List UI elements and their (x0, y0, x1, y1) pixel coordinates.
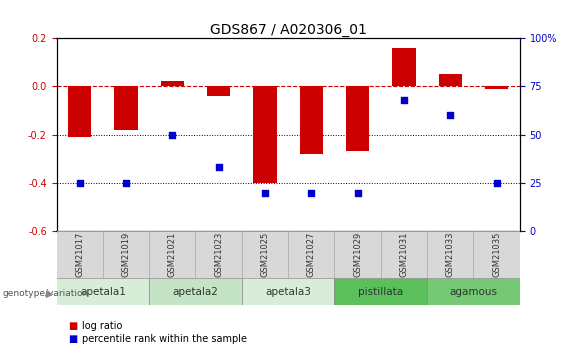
Bar (207, 86, 231, 96)
Text: GSM21027: GSM21027 (307, 232, 316, 277)
Bar (56, 278, 149, 305)
Point (75, 180, 84, 186)
Point (492, 180, 501, 186)
Point (353, 190, 362, 195)
Point (260, 190, 270, 195)
Bar (473, 231, 520, 278)
Text: GSM21023: GSM21023 (214, 232, 223, 277)
Bar (149, 231, 195, 278)
Bar (392, 48, 415, 86)
Text: GSM21025: GSM21025 (260, 232, 270, 277)
Title: GDS867 / A020306_01: GDS867 / A020306_01 (210, 23, 367, 37)
Bar (161, 81, 184, 86)
Text: GSM21029: GSM21029 (353, 232, 362, 277)
Text: GSM21017: GSM21017 (75, 232, 84, 277)
Bar (56, 231, 103, 278)
Text: GSM21033: GSM21033 (446, 232, 455, 277)
Point (168, 132, 177, 137)
Text: apetala1: apetala1 (80, 287, 126, 296)
Text: GSM21031: GSM21031 (399, 232, 408, 277)
Bar (334, 231, 381, 278)
Text: apetala2: apetala2 (172, 287, 219, 296)
Text: GSM21019: GSM21019 (121, 232, 131, 277)
Bar (288, 231, 334, 278)
Bar (103, 231, 149, 278)
Text: pistillata: pistillata (358, 287, 403, 296)
Text: percentile rank within the sample: percentile rank within the sample (82, 334, 247, 344)
Text: ■: ■ (68, 334, 77, 344)
Text: ■: ■ (68, 321, 77, 331)
Bar (334, 278, 427, 305)
Text: genotype/variation: genotype/variation (3, 289, 89, 298)
Point (446, 112, 455, 118)
Bar (195, 231, 242, 278)
Bar (114, 86, 137, 130)
Bar (438, 74, 462, 86)
Text: ▶: ▶ (46, 289, 54, 299)
Bar (253, 86, 277, 183)
Text: log ratio: log ratio (82, 321, 122, 331)
Text: agamous: agamous (450, 287, 497, 296)
Bar (485, 86, 508, 89)
Bar (346, 86, 370, 151)
Text: GSM21035: GSM21035 (492, 232, 501, 277)
Point (121, 180, 131, 186)
Text: apetala3: apetala3 (265, 287, 311, 296)
Point (399, 97, 408, 102)
Point (307, 190, 316, 195)
Bar (381, 231, 427, 278)
Bar (427, 278, 520, 305)
Bar (427, 231, 473, 278)
Bar (242, 231, 288, 278)
Bar (149, 278, 242, 305)
Bar (68, 86, 92, 137)
Bar (299, 86, 323, 154)
Bar (242, 278, 334, 305)
Point (214, 165, 223, 170)
Text: GSM21021: GSM21021 (168, 232, 177, 277)
